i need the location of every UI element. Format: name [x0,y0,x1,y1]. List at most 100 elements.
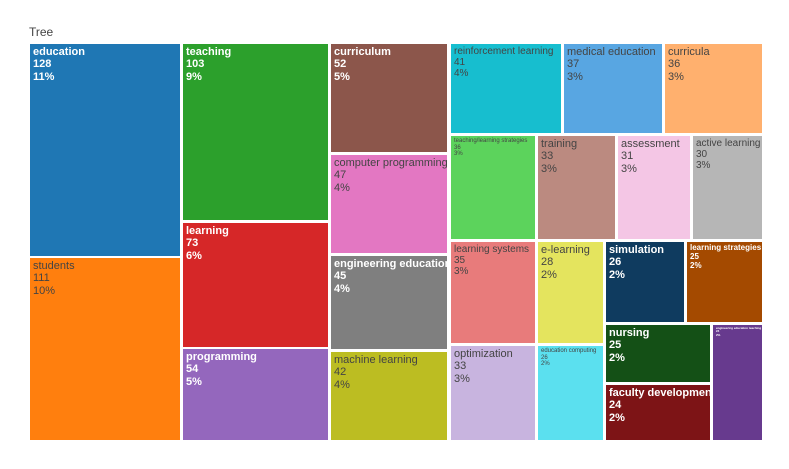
treemap-tile[interactable]: learning systems 35 3% [451,242,535,343]
treemap-tile[interactable]: engineering education 45 4% [331,256,447,349]
treemap-tile[interactable]: education computing 26 2% [538,346,603,440]
tile-label: engineering education [334,258,447,270]
tile-label: active learning [696,138,761,149]
treemap-tile[interactable]: training 33 3% [538,136,615,239]
tile-label: education computing [541,348,597,354]
tile-label: students [33,260,75,272]
tile-label: engineering education teaching [716,326,762,330]
tile-value: 103 [186,58,205,71]
treemap-tile[interactable]: learning strategies 25 2% [687,242,762,322]
tile-percent: 3% [454,266,469,278]
tile-label: machine learning [334,354,418,366]
treemap-tile[interactable]: teaching 103 9% [183,44,328,220]
treemap-tile[interactable]: assessment 31 3% [618,136,690,239]
tile-value: 33 [541,150,554,163]
tile-text: learning strategies 25 2% [690,243,761,271]
tile-text: programming 54 5% [186,351,257,388]
treemap-tile[interactable]: learning 73 6% [183,223,328,347]
tile-label: training [541,138,578,150]
tile-text: nursing 25 2% [609,327,649,364]
treemap-tile[interactable]: active learning 30 3% [693,136,762,239]
tile-percent: 3% [621,162,637,175]
treemap-tile[interactable]: curriculum 52 5% [331,44,447,152]
tile-value: 25 [690,251,699,261]
tile-percent: 3% [696,160,711,172]
tile-percent: 5% [334,70,350,83]
tile-percent: 6% [186,249,202,262]
tile-percent: 4% [334,378,350,391]
tile-percent: 4% [334,282,350,295]
tile-value: 37 [567,58,580,71]
tile-text: education computing 26 2% [541,348,596,368]
tile-text: e-learning 28 2% [541,244,590,281]
tile-percent: 9% [186,70,202,83]
treemap-tile[interactable]: faculty development 24 2% [606,385,710,440]
tile-value: 52 [334,58,347,71]
tile-value: 45 [334,270,347,283]
tile-label: simulation [609,244,665,256]
tile-value: 30 [696,149,708,161]
tile-label: curricula [668,46,710,58]
tile-value: 28 [541,256,554,269]
tile-label: teaching/learning strategies [454,138,528,144]
tile-text: learning 73 6% [186,225,229,262]
tile-label: teaching [186,46,232,58]
tile-value: 36 [454,144,461,151]
tile-percent: 2% [609,411,625,424]
tile-value: 36 [668,58,681,71]
tile-percent: 4% [454,68,469,80]
treemap-tile[interactable]: machine learning 42 4% [331,352,447,440]
tile-percent: 2% [716,332,721,337]
tile-text: teaching 103 9% [186,46,231,83]
tile-percent: 3% [567,70,583,83]
tile-text: active learning 30 3% [696,138,760,172]
tile-text: teaching/learning strategies 36 3% [454,138,527,158]
treemap-tile[interactable]: curricula 36 3% [665,44,762,133]
tile-percent: 4% [334,181,350,194]
treemap-tile[interactable]: programming 54 5% [183,349,328,440]
tile-percent: 3% [454,151,463,158]
tile-percent: 10% [33,284,56,297]
tile-value: 33 [454,360,467,373]
tile-value: 26 [609,256,622,269]
tile-label: education [33,46,85,58]
tile-value: 47 [334,169,347,182]
tile-label: learning systems [454,244,530,255]
treemap-tile[interactable]: students 111 10% [30,258,180,440]
tile-label: faculty development [609,387,710,399]
tile-label: programming [186,351,257,363]
tile-text: computer programming 47 4% [334,157,447,194]
tile-value: 24 [609,399,622,412]
treemap-tile[interactable]: e-learning 28 2% [538,242,603,343]
treemap-tile[interactable]: teaching/learning strategies 36 3% [451,136,535,239]
treemap-tile[interactable]: education 128 11% [30,44,180,256]
tile-value: 24 [716,329,720,334]
tile-text: assessment 31 3% [621,138,680,175]
treemap-tile[interactable]: nursing 25 2% [606,325,710,382]
treemap-tile[interactable]: medical education 37 3% [564,44,662,133]
tile-percent: 2% [690,260,702,270]
tile-text: reinforcement learning 41 4% [454,46,554,80]
treemap-tile[interactable]: reinforcement learning 41 4% [451,44,561,133]
tile-percent: 3% [668,70,684,83]
tile-text: medical education 37 3% [567,46,656,83]
tile-percent: 3% [454,372,470,385]
tile-label: assessment [621,138,680,150]
tile-percent: 5% [186,375,202,388]
tile-label: e-learning [541,244,590,256]
tile-percent: 3% [541,162,557,175]
treemap-tile[interactable]: engineering education teaching 24 2% [713,325,762,440]
tile-value: 26 [541,354,548,361]
tile-label: learning [186,225,229,237]
tile-percent: 2% [609,351,625,364]
tile-text: curricula 36 3% [668,46,710,83]
treemap-tile[interactable]: computer programming 47 4% [331,155,447,253]
tile-value: 25 [609,339,622,352]
treemap-tile[interactable]: optimization 33 3% [451,346,535,440]
treemap-tile[interactable]: simulation 26 2% [606,242,684,322]
tile-percent: 2% [541,361,550,368]
tile-text: simulation 26 2% [609,244,664,281]
tile-text: education 128 11% [33,46,85,83]
tile-value: 54 [186,363,199,376]
tile-label: optimization [454,348,513,360]
